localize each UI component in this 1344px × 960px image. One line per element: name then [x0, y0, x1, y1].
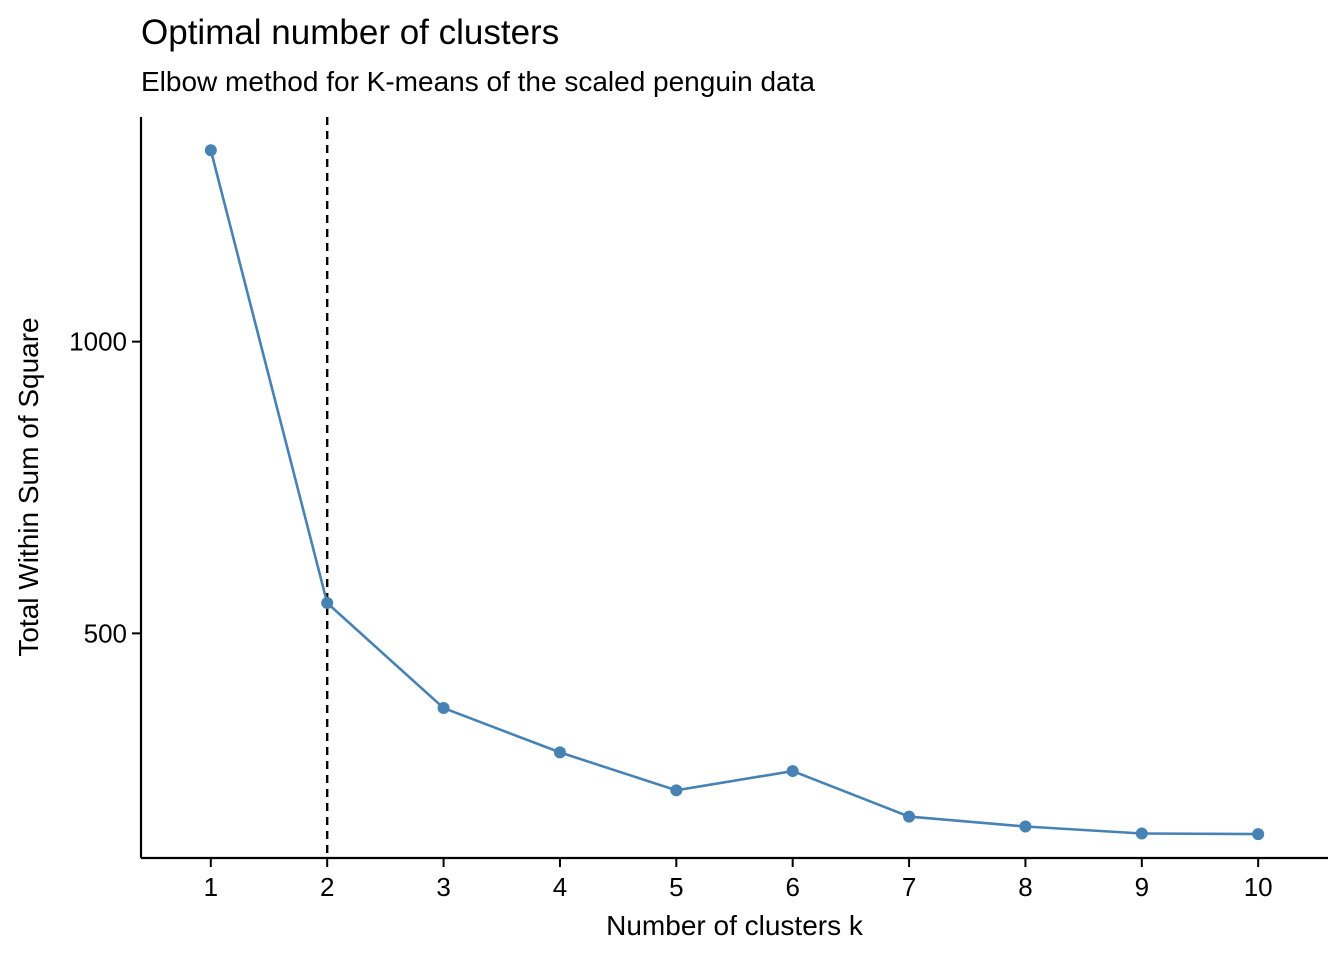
x-axis-ticks: 1 2 3 4 5 6 7 8 9 10	[204, 858, 1273, 902]
series-line	[209, 149, 1259, 836]
data-point-k10	[1252, 828, 1265, 841]
y-axis-ticks: 500 1000	[69, 327, 141, 648]
x-tick-label: 5	[669, 872, 683, 902]
data-point-k1	[204, 144, 217, 157]
x-tick-label: 7	[902, 872, 916, 902]
data-point-k4	[553, 746, 566, 759]
data-point-k9	[1135, 827, 1148, 840]
data-point-k7	[903, 810, 916, 823]
data-point-k3	[437, 702, 450, 715]
data-point-k2	[321, 597, 334, 610]
x-tick-label: 8	[1018, 872, 1032, 902]
data-point-k8	[1019, 820, 1032, 833]
x-tick-label: 3	[436, 872, 450, 902]
chart-title: Optimal number of clusters	[141, 13, 559, 52]
data-point-k6	[786, 765, 799, 778]
x-tick-label: 2	[320, 872, 334, 902]
y-axis-title: Total Within Sum of Square	[13, 317, 44, 656]
x-tick-label: 9	[1135, 872, 1149, 902]
chart-subtitle: Elbow method for K-means of the scaled p…	[141, 66, 815, 97]
series-group	[204, 144, 1265, 841]
data-point-k5	[670, 784, 683, 797]
y-tick-label: 500	[84, 618, 127, 648]
x-axis-title: Number of clusters k	[606, 910, 864, 941]
y-tick-label: 1000	[69, 327, 127, 357]
x-tick-label: 1	[204, 872, 218, 902]
x-tick-label: 4	[553, 872, 567, 902]
x-tick-label: 10	[1244, 872, 1273, 902]
x-tick-label: 6	[785, 872, 799, 902]
